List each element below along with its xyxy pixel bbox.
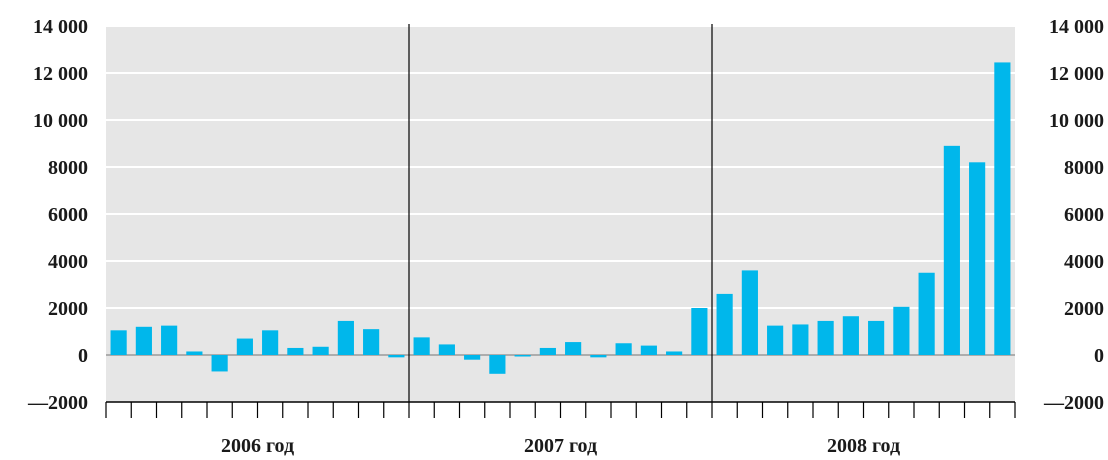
bar — [817, 320, 834, 355]
bar — [312, 346, 329, 355]
y-tick-label-right: 6000 — [1064, 204, 1104, 226]
bar — [464, 355, 481, 360]
bar — [514, 355, 531, 357]
y-tick-label-left: 10 000 — [33, 110, 88, 132]
y-tick-label-left: 2000 — [48, 298, 88, 320]
bar — [868, 320, 885, 355]
bar — [110, 330, 127, 355]
y-tick-label-left: 0 — [78, 345, 88, 367]
bar — [893, 306, 910, 355]
x-axis — [105, 401, 1016, 418]
bar — [161, 325, 178, 355]
y-tick-label-right: 4000 — [1064, 251, 1104, 273]
bar — [186, 351, 203, 355]
y-tick-label-left: 14 000 — [33, 16, 88, 38]
x-group-label: 2007 год — [524, 435, 597, 457]
bar — [236, 338, 253, 355]
y-tick-label-left: 8000 — [48, 157, 88, 179]
x-axis-group-labels: 2006 год 2007 год 2008 год — [221, 435, 900, 457]
bar — [262, 330, 279, 355]
bar — [287, 347, 304, 355]
bar — [969, 162, 986, 355]
bar — [767, 325, 784, 355]
bar — [918, 272, 935, 355]
y-tick-label-right: 12 000 — [1049, 63, 1104, 85]
bar — [413, 337, 430, 355]
bar — [211, 355, 228, 372]
y-tick-label-left: —2000 — [27, 392, 88, 414]
x-group-label: 2006 год — [221, 435, 294, 457]
bar — [666, 351, 683, 355]
bar — [135, 326, 152, 355]
gridlines — [106, 25, 1015, 356]
bar — [741, 270, 758, 355]
bar — [539, 347, 556, 355]
bars — [110, 62, 1011, 374]
y-axis-right-labels: —2000 0 2000 4000 6000 8000 10 000 12 000 14 000 — [1043, 16, 1104, 414]
bar — [565, 342, 582, 355]
bar — [716, 293, 733, 355]
year-separators — [408, 24, 713, 402]
x-group-label: 2008 год — [827, 435, 900, 457]
y-tick-label-right: 14 000 — [1049, 16, 1104, 38]
bar — [438, 344, 455, 355]
bar — [943, 145, 960, 355]
y-tick-label-right: 0 — [1094, 345, 1104, 367]
y-tick-label-right: 10 000 — [1049, 110, 1104, 132]
bar — [388, 355, 405, 358]
bar — [363, 329, 380, 355]
bar — [337, 320, 354, 355]
y-tick-label-left: 4000 — [48, 251, 88, 273]
bar — [489, 355, 506, 374]
bar — [590, 355, 607, 358]
y-tick-label-right: —2000 — [1043, 392, 1104, 414]
bar — [615, 343, 632, 355]
bar — [640, 345, 657, 355]
bar — [691, 308, 708, 355]
y-axis-left-labels: —2000 0 2000 4000 6000 8000 10 000 12 000 14 000 — [27, 16, 88, 414]
bar — [842, 316, 859, 355]
y-tick-label-left: 6000 — [48, 204, 88, 226]
y-tick-label-right: 8000 — [1064, 157, 1104, 179]
y-tick-label-right: 2000 — [1064, 298, 1104, 320]
y-tick-label-left: 12 000 — [33, 63, 88, 85]
bar — [994, 62, 1011, 356]
bar — [792, 324, 809, 355]
